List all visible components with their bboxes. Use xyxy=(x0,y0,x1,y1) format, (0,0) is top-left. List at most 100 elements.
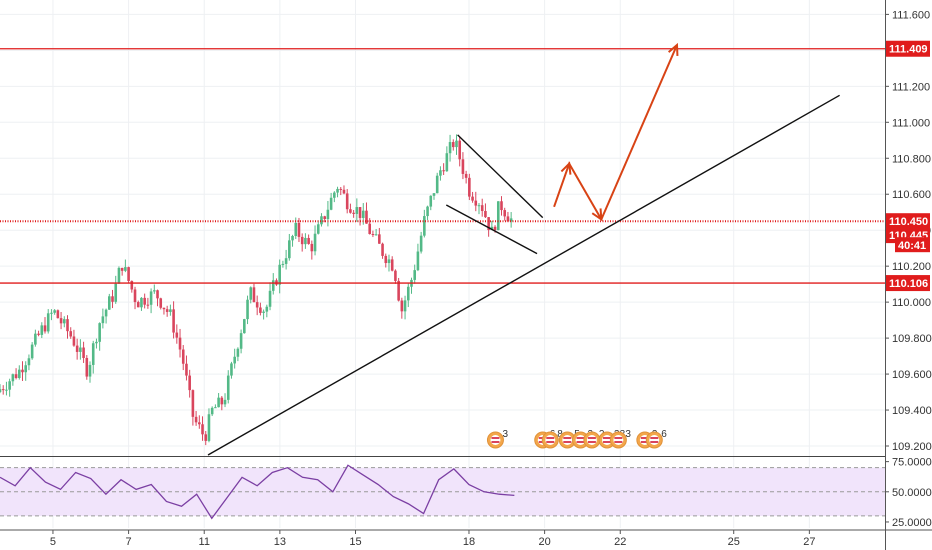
candle-down xyxy=(133,289,137,303)
candle-down xyxy=(323,216,326,220)
candle-up xyxy=(246,299,249,320)
price-tick-label: 111.200 xyxy=(892,81,930,93)
candle-up xyxy=(329,197,333,210)
candle-up xyxy=(268,290,272,307)
level-tag-0-label: 111.409 xyxy=(889,44,928,56)
candle-down xyxy=(307,237,310,244)
event-flag-icon xyxy=(649,435,660,445)
candle-up xyxy=(455,140,458,148)
candle-down xyxy=(162,307,166,310)
candle-up xyxy=(387,259,391,264)
candle-up xyxy=(265,306,269,312)
candle-down xyxy=(342,189,346,194)
price-tick-label: 111.000 xyxy=(892,117,930,129)
candle-down xyxy=(378,234,381,244)
candle-up xyxy=(284,258,288,264)
candle-up xyxy=(271,280,275,291)
candle-up xyxy=(149,291,153,305)
price-levels xyxy=(0,48,885,284)
candle-up xyxy=(355,207,359,214)
price-tick-label: 110.800 xyxy=(892,153,931,165)
candle-down xyxy=(451,142,455,148)
candle-down xyxy=(255,302,259,308)
candle-down xyxy=(487,217,490,231)
arrow-head xyxy=(668,42,679,56)
candle-down xyxy=(194,416,198,423)
candle-up xyxy=(361,210,365,218)
event-flag-icon xyxy=(562,435,573,445)
time-tick-label: 11 xyxy=(199,536,210,548)
event-flag-stripe xyxy=(603,437,612,439)
candle-down xyxy=(390,259,394,271)
candle-down xyxy=(371,233,375,235)
time-tick-label: 15 xyxy=(349,536,361,548)
rsi-tick-label: 25.0000 xyxy=(892,517,932,529)
candle-down xyxy=(365,210,368,224)
candle-down xyxy=(339,188,343,190)
candle-down xyxy=(181,349,185,364)
candle-down xyxy=(111,296,114,302)
candle-down xyxy=(297,222,301,237)
level-tag-2 xyxy=(886,275,930,292)
candle-down xyxy=(201,424,204,435)
event-flag-icon xyxy=(586,435,597,445)
candle-down xyxy=(384,255,388,264)
candle-up xyxy=(416,251,420,271)
price-axis-bg xyxy=(885,0,932,550)
price-tick-label: 110.200 xyxy=(892,261,931,273)
candle-up xyxy=(288,240,291,259)
candle-down xyxy=(461,159,465,174)
candle-up xyxy=(17,369,21,378)
candle-up xyxy=(53,310,56,313)
candle-up xyxy=(24,365,28,373)
event-flag-stripe xyxy=(614,441,623,443)
candle-up xyxy=(5,389,8,391)
event-flag-stripe xyxy=(587,441,596,443)
level-tag-1-label: 110.450 xyxy=(889,216,928,228)
candle-down xyxy=(381,243,384,256)
event-flag-stripe xyxy=(546,441,555,443)
event-flag-icon xyxy=(545,435,556,445)
rsi-line xyxy=(0,464,515,520)
candle-up xyxy=(326,209,330,220)
candle-up xyxy=(88,364,92,377)
candle-down xyxy=(178,337,182,350)
candle-down xyxy=(143,297,146,305)
candle-down xyxy=(120,267,124,271)
candle-down xyxy=(191,390,195,417)
candle-down xyxy=(175,332,179,338)
event-count: 3 xyxy=(625,429,631,440)
candle-up xyxy=(445,153,449,172)
candle-up xyxy=(406,286,410,301)
time-tick-label: 20 xyxy=(538,536,550,548)
candle-up xyxy=(8,381,11,390)
candle-up xyxy=(496,201,500,231)
candle-down xyxy=(185,363,188,376)
time-tick-label: 25 xyxy=(728,536,740,548)
candle-up xyxy=(169,309,172,312)
candle-down xyxy=(198,422,201,425)
candle-up xyxy=(333,192,336,198)
candle-up xyxy=(429,195,433,207)
candle-up xyxy=(477,205,481,207)
candle-up xyxy=(249,287,253,300)
time-tick-label: 18 xyxy=(463,536,475,548)
candle-up xyxy=(403,300,407,312)
candle-up xyxy=(124,267,127,271)
event-flag-stripe xyxy=(563,437,572,439)
rsi-series xyxy=(0,464,515,520)
candle-down xyxy=(72,336,76,346)
candle-down xyxy=(85,357,89,377)
candle-up xyxy=(153,290,156,292)
trendline-flag-upper xyxy=(457,134,544,219)
candle-down xyxy=(75,345,79,352)
candle-down xyxy=(156,290,159,299)
candle-up xyxy=(210,407,214,415)
event-flag-stripe xyxy=(576,437,585,439)
candle-up xyxy=(313,233,317,252)
event-count: 6 xyxy=(661,429,667,440)
candle-down xyxy=(43,325,47,332)
event-flag-icon xyxy=(613,435,624,445)
